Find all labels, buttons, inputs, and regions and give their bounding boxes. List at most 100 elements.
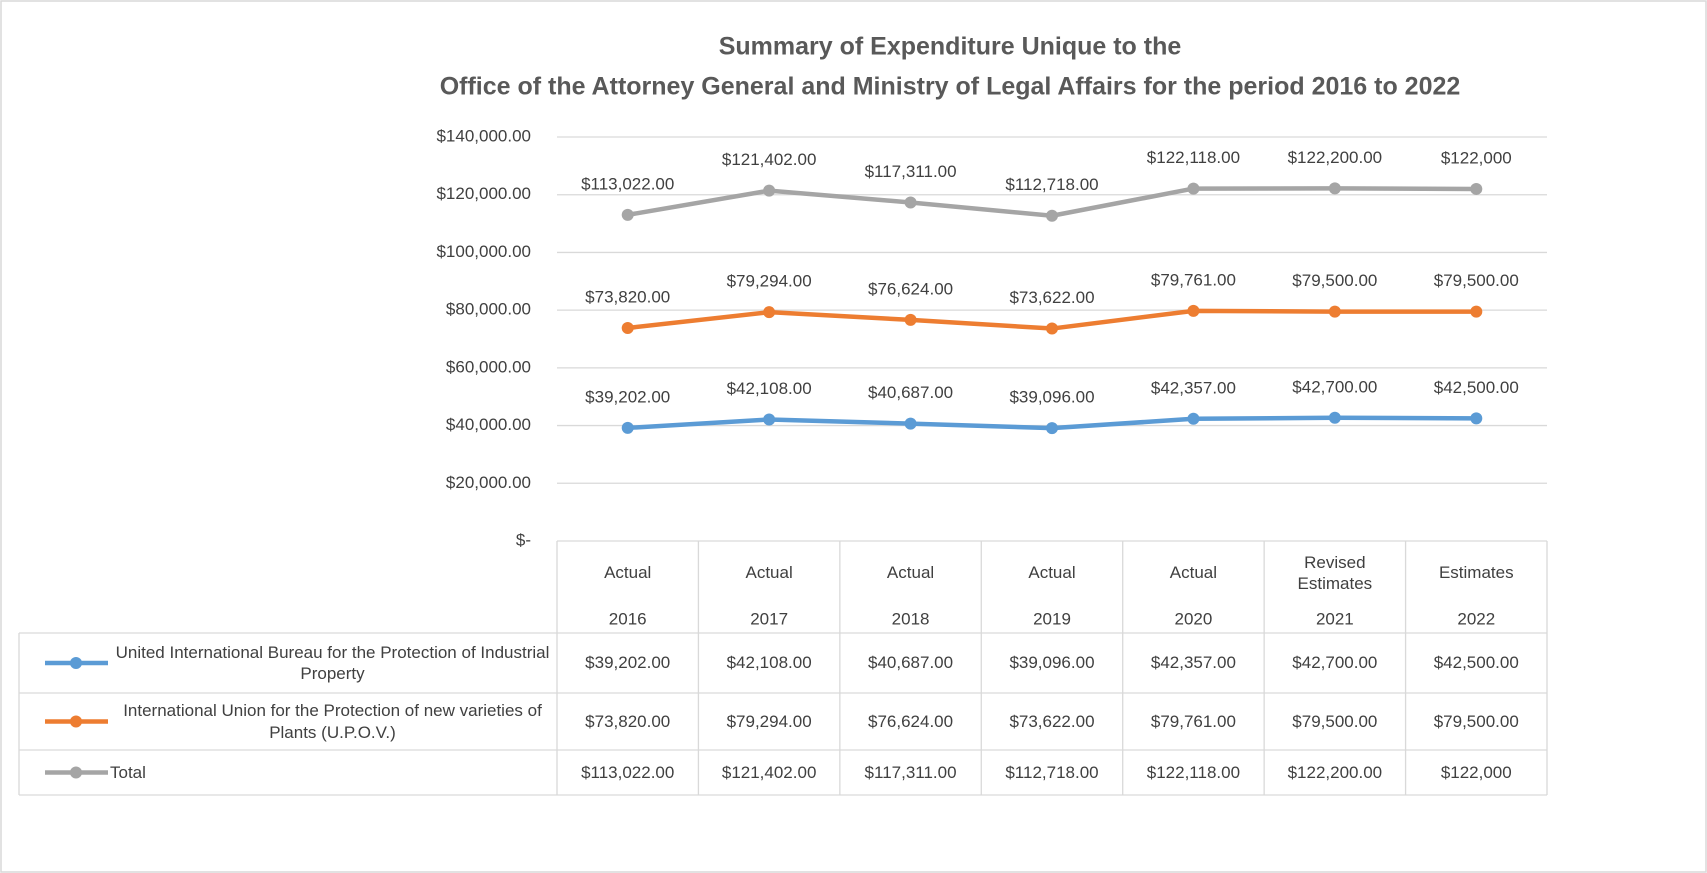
x-tick-label: 2016 xyxy=(609,609,647,628)
point xyxy=(1470,305,1483,318)
point xyxy=(1328,411,1341,424)
data-table xyxy=(18,540,1548,796)
x-tick-label: Actual xyxy=(604,563,652,583)
x-tick-label: 2018 xyxy=(892,609,930,628)
x-tick-label: Actual xyxy=(1169,563,1218,583)
point xyxy=(1046,209,1058,222)
point xyxy=(1187,304,1200,317)
data-label: $73,820.00 xyxy=(585,287,670,306)
table-value: $113,022.00 xyxy=(581,762,675,782)
table-value-box: $122,000 xyxy=(1440,762,1512,782)
legend-key-marker xyxy=(70,766,82,779)
y-tick-label: $- xyxy=(516,530,531,549)
table-value-box: $79,500.00 xyxy=(1292,712,1377,731)
point xyxy=(1187,182,1200,195)
table-value-box: $79,500.00 xyxy=(1433,711,1519,731)
point xyxy=(1328,305,1341,318)
table-value: $40,687.00 xyxy=(868,653,954,673)
y-tick-label: $20,000.00 xyxy=(446,473,531,492)
table-value: $42,700.00 xyxy=(1292,653,1378,673)
chart-title: Summary of Expenditure Unique to the xyxy=(719,33,1182,61)
x-tick-label-box: Actual xyxy=(1169,563,1218,583)
data-label: $79,500.00 xyxy=(1292,271,1377,290)
table-value-box: $79,761.00 xyxy=(1150,711,1236,731)
point xyxy=(1470,412,1483,425)
data-label: $39,202.00 xyxy=(585,387,670,406)
table-value-box: $121,402.00 xyxy=(722,763,817,782)
point xyxy=(1187,412,1200,425)
table-value: $76,624.00 xyxy=(868,711,954,731)
point xyxy=(904,313,917,326)
data-label: $121,402.00 xyxy=(722,150,817,169)
data-label: $42,108.00 xyxy=(727,379,812,398)
x-tick-label: 2020 xyxy=(1175,609,1213,628)
x-tick-label-box: Actual xyxy=(604,563,652,583)
data-label: $40,687.00 xyxy=(868,383,953,402)
table-value: $122,118.00 xyxy=(1146,762,1241,782)
x-tick-label: Revised Estimates xyxy=(1297,552,1373,593)
table-value-box: $42,108.00 xyxy=(726,653,812,673)
table-value: $122,000 xyxy=(1440,762,1512,782)
point xyxy=(621,421,634,434)
point xyxy=(1046,422,1058,435)
x-tick-label: 2022 xyxy=(1457,609,1495,628)
table-value-box: $39,202.00 xyxy=(585,653,671,673)
x-tick-label: Actual xyxy=(886,563,935,583)
data-label: $112,718.00 xyxy=(1005,175,1098,194)
x-tick-label-box: Actual xyxy=(886,563,935,583)
point xyxy=(763,413,776,426)
table-value-box: $42,500.00 xyxy=(1433,653,1519,673)
legend-key-marker xyxy=(70,657,82,669)
x-tick-label-box: Actual xyxy=(746,563,793,582)
table-value: $42,108.00 xyxy=(726,653,812,673)
table-value-box: $122,200.00 xyxy=(1287,762,1383,782)
point xyxy=(1470,182,1483,195)
table-value: $112,718.00 xyxy=(1005,762,1099,782)
legend-key-marker xyxy=(70,715,82,728)
table-value-box: $39,096.00 xyxy=(1009,653,1095,673)
x-tick-label-box: Revised Estimates xyxy=(1297,552,1373,593)
x-tick-label: 2017 xyxy=(750,609,788,628)
table-value: $42,500.00 xyxy=(1433,653,1519,673)
y-tick-label: $40,000.00 xyxy=(446,415,531,434)
data-label: $39,096.00 xyxy=(1009,388,1094,407)
table-value: $79,761.00 xyxy=(1150,711,1236,731)
table-value-box: $76,624.00 xyxy=(868,711,954,731)
table-value: $39,096.00 xyxy=(1009,653,1095,673)
x-tick-label: Estimates xyxy=(1438,563,1514,583)
table-value: $73,820.00 xyxy=(585,711,671,731)
table-value-box: $113,022.00 xyxy=(581,762,675,782)
data-label: $122,118.00 xyxy=(1147,148,1240,167)
legend-label: International Union for the Protection o… xyxy=(123,701,542,742)
y-tick-label: $100,000.00 xyxy=(436,242,531,261)
data-label: $42,500.00 xyxy=(1434,378,1519,397)
table-value: $79,294.00 xyxy=(726,711,812,731)
legend-label-box: United International Bureau for the Prot… xyxy=(115,642,550,683)
data-label: $42,357.00 xyxy=(1151,378,1236,397)
point xyxy=(621,208,634,221)
table-value-box: $122,118.00 xyxy=(1146,762,1241,782)
x-tick-label-box: Estimates xyxy=(1438,563,1514,583)
table-value: $73,622.00 xyxy=(1009,711,1095,731)
legend-label: United International Bureau for the Prot… xyxy=(115,642,550,683)
data-label: $122,200.00 xyxy=(1288,148,1383,167)
point xyxy=(621,321,634,334)
table-value: $117,311.00 xyxy=(864,762,957,782)
x-tick-label: 2021 xyxy=(1316,609,1354,628)
data-label: $76,624.00 xyxy=(868,279,953,298)
table-value: $79,500.00 xyxy=(1433,711,1519,731)
table-value: $39,202.00 xyxy=(585,653,671,673)
table-value: $122,200.00 xyxy=(1287,762,1383,782)
table-value-box: $117,311.00 xyxy=(864,762,957,782)
data-label: $73,622.00 xyxy=(1009,288,1094,307)
data-label: $122,000 xyxy=(1441,148,1512,167)
data-label: $79,500.00 xyxy=(1434,271,1519,290)
data-label: $117,311.00 xyxy=(865,162,957,181)
point xyxy=(1328,182,1341,195)
point xyxy=(904,196,917,209)
x-tick-label: 2019 xyxy=(1033,609,1071,628)
y-tick-label: $80,000.00 xyxy=(446,300,531,319)
data-label: $113,022.00 xyxy=(581,174,674,193)
